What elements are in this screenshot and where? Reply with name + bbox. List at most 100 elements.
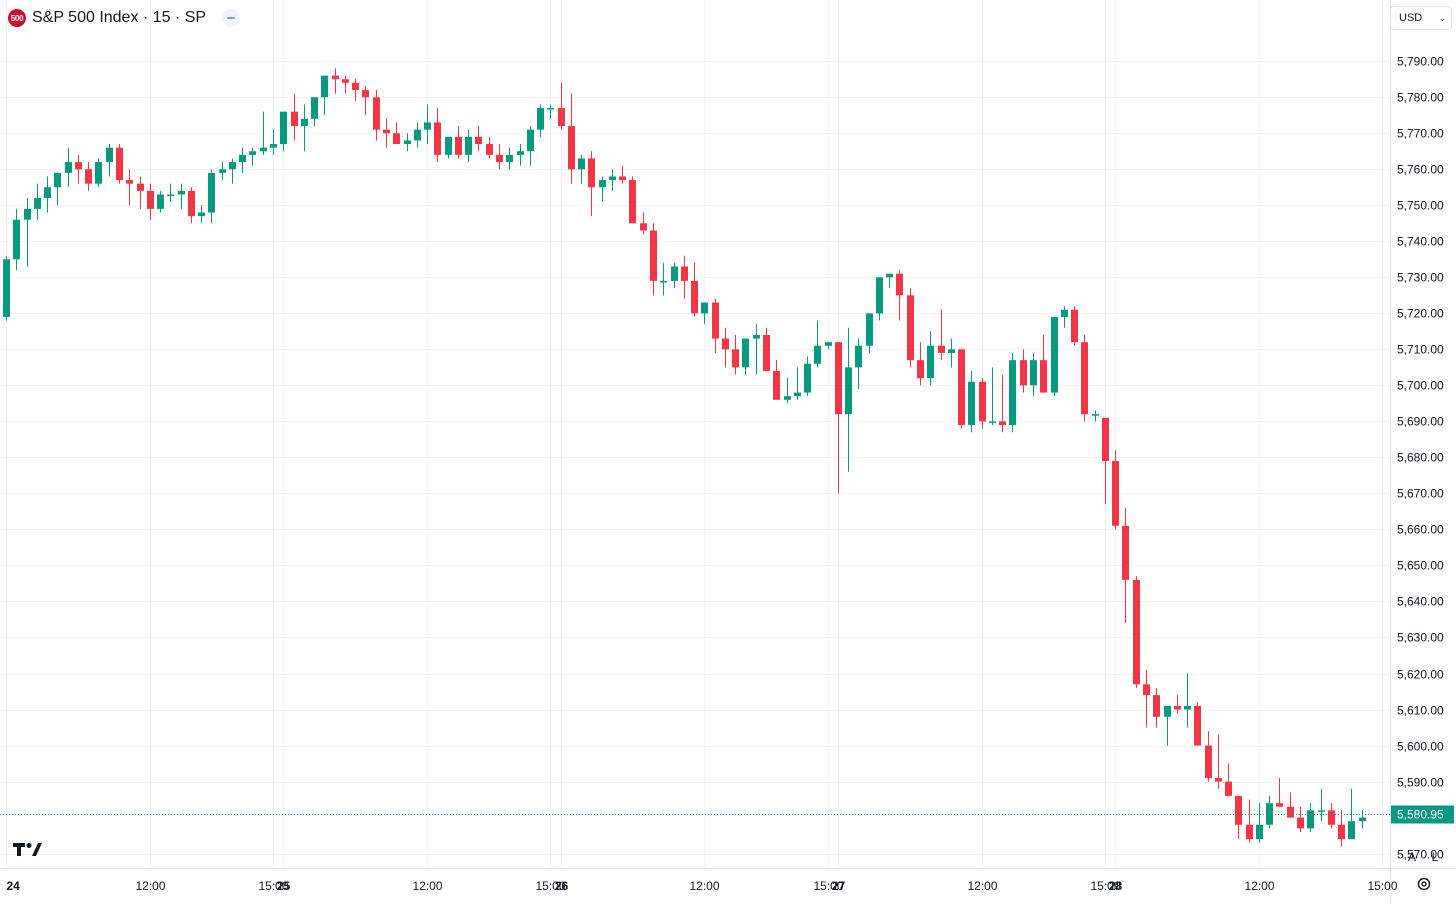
x-tick-label: 15:00	[1367, 879, 1397, 893]
candle-up	[321, 75, 328, 116]
candle-body	[465, 136, 472, 155]
candle-up	[804, 356, 811, 397]
chart-header: 500 S&P 500 Index · 15 · SP	[8, 6, 241, 30]
candle-body	[907, 295, 914, 361]
candle-up	[948, 338, 955, 368]
candle-up	[1092, 410, 1099, 422]
candle-down	[188, 187, 195, 224]
candle-body	[424, 122, 431, 130]
y-tick-label: 5,710.00	[1397, 343, 1444, 357]
currency-value: USD	[1399, 12, 1423, 24]
candle-down	[1338, 810, 1345, 847]
last-price-label-bg	[1391, 805, 1454, 824]
candle-down	[640, 212, 647, 235]
candle-down	[393, 122, 400, 145]
candle-body	[1287, 806, 1294, 818]
candle-body	[517, 151, 524, 155]
candle-up	[701, 302, 708, 325]
candle-body	[404, 140, 411, 145]
candle-down	[1225, 763, 1232, 796]
candle-up	[198, 205, 205, 224]
candle-up	[445, 136, 452, 159]
candle-up	[270, 129, 277, 155]
y-tick-label: 5,640.00	[1397, 595, 1444, 609]
gear-icon[interactable]	[1415, 875, 1433, 893]
candle-up	[54, 172, 61, 206]
candle-down	[681, 255, 688, 299]
tradingview-logo-icon[interactable]	[12, 840, 44, 860]
y-tick-label: 5,600.00	[1397, 740, 1444, 754]
candle-body	[1102, 417, 1109, 462]
candle-body	[568, 126, 575, 170]
candle-up	[208, 169, 215, 224]
auto-scale-button[interactable]: A	[1407, 850, 1416, 864]
candle-body	[1194, 705, 1201, 746]
candle-body	[825, 342, 832, 346]
candle-body	[280, 111, 287, 145]
candle-body	[1359, 817, 1366, 822]
candle-up	[424, 104, 431, 145]
candle-body	[13, 219, 20, 260]
candle-down	[1122, 507, 1129, 624]
candle-body	[896, 273, 903, 296]
candle-up	[301, 104, 308, 152]
candle-body	[434, 122, 441, 155]
candle-down	[362, 86, 369, 116]
candle-body	[1205, 745, 1212, 778]
candle-up	[609, 169, 616, 191]
candle-body	[137, 183, 144, 191]
candle-body	[34, 198, 41, 209]
candle-up	[599, 176, 606, 202]
candle-body	[85, 169, 92, 184]
candle-body	[1215, 777, 1222, 782]
candle-up	[24, 198, 31, 267]
candle-up	[1318, 788, 1325, 822]
y-tick-label: 5,750.00	[1397, 199, 1444, 213]
candle-down	[722, 327, 729, 368]
candle-body	[1133, 579, 1140, 685]
candle-body	[588, 158, 595, 188]
candle-body	[876, 277, 883, 314]
candle-body	[701, 302, 708, 314]
y-tick-label: 5,570.00	[1397, 848, 1444, 862]
candle-down	[1071, 306, 1078, 346]
minus-icon	[227, 17, 236, 19]
candle-up	[927, 331, 934, 386]
collapse-legend-button[interactable]	[222, 9, 241, 27]
candle-down	[1040, 334, 1047, 393]
candle-body	[24, 208, 31, 220]
candle-body	[486, 144, 493, 155]
log-scale-button[interactable]: L	[1431, 850, 1439, 864]
x-tick-label: 24	[7, 879, 21, 893]
candle-body	[1235, 795, 1242, 825]
candle-body	[1246, 824, 1253, 840]
candle-down	[958, 349, 965, 429]
candle-body	[1256, 824, 1263, 840]
candle-up	[167, 183, 174, 202]
x-tick-label: 12:00	[967, 879, 997, 893]
candle-up	[1256, 803, 1263, 843]
candle-up	[1009, 352, 1016, 433]
candle-up	[845, 327, 852, 472]
candle-down	[1297, 806, 1304, 832]
candle-body	[1040, 360, 1047, 393]
candle-up	[876, 277, 883, 321]
candle-up	[106, 144, 113, 177]
candle-body	[866, 313, 873, 346]
symbol-title[interactable]: S&P 500 Index · 15 · SP	[32, 9, 207, 26]
candle-up	[825, 342, 832, 350]
currency-select[interactable]: USD ⌄	[1390, 6, 1452, 30]
candle-body	[260, 147, 267, 152]
candle-up	[527, 126, 534, 166]
candle-body	[537, 108, 544, 130]
candle-up	[578, 154, 585, 184]
candle-down	[85, 162, 92, 191]
y-tick-label: 5,700.00	[1397, 379, 1444, 393]
candle-body	[712, 302, 719, 339]
candle-up	[219, 162, 226, 181]
candle-down	[568, 93, 575, 184]
candle-body	[116, 147, 123, 181]
candle-body	[188, 190, 195, 217]
